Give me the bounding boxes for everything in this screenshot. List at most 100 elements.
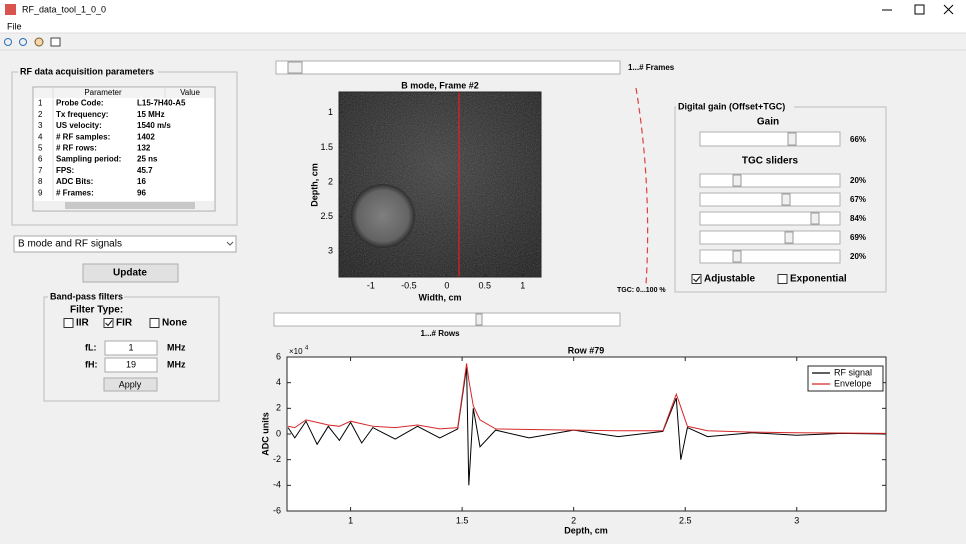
- gain-value: 66%: [850, 135, 866, 144]
- rows-slider[interactable]: [273, 312, 621, 327]
- tgc-label: TGC sliders: [742, 156, 799, 167]
- checkbox-label[interactable]: None: [162, 318, 187, 329]
- slider-thumb[interactable]: [787, 132, 797, 146]
- table-cell: 132: [137, 144, 151, 153]
- checkbox[interactable]: [63, 318, 74, 328]
- check-mark[interactable]: [693, 276, 701, 283]
- fh-value[interactable]: 19: [126, 359, 136, 369]
- bmode-axes: [338, 91, 542, 278]
- checkbox-label[interactable]: IIR: [76, 318, 90, 329]
- fh-unit: MHz: [167, 359, 186, 369]
- update-button[interactable]: [82, 263, 179, 283]
- fl-unit: MHz: [167, 342, 186, 352]
- slider-thumb[interactable]: [287, 61, 303, 74]
- table-cell: 15 MHz: [137, 110, 165, 119]
- zoom-in-tool[interactable]: [4, 38, 12, 46]
- table-cell: 25 ns: [137, 155, 158, 164]
- filters-panel: [43, 296, 220, 402]
- rf-y-label: ADC units: [260, 412, 270, 456]
- x-tick-label: 0: [444, 280, 449, 290]
- slider-thumb[interactable]: [732, 174, 742, 187]
- slider-thumb[interactable]: [810, 212, 820, 225]
- y-multiplier: ×10: [289, 347, 303, 356]
- table-cell: Tx frequency:: [56, 110, 108, 119]
- tgc-scale-label: TGC: 0...100 %: [617, 287, 666, 294]
- row-number: 6: [38, 155, 43, 164]
- checkbox[interactable]: [149, 318, 160, 328]
- table-body: Parameter Value 1 Probe Code: L15-7H40-A5 2 Tx…: [34, 88, 214, 200]
- y-tick-label: 1: [328, 107, 333, 117]
- row-number: 5: [38, 144, 43, 153]
- table-header: [34, 88, 214, 98]
- row-number: 9: [38, 188, 43, 197]
- panel-title-bg: [18, 67, 158, 77]
- panel-title: Digital gain (Offset+TGC): [678, 101, 785, 111]
- table-cell: 45.7: [137, 166, 153, 175]
- apply-button[interactable]: [103, 377, 158, 392]
- panel-title-bg: [676, 102, 794, 112]
- tgc-value: 84%: [850, 214, 866, 223]
- bmode-image: [339, 92, 541, 277]
- tgc-slider[interactable]: [699, 211, 841, 226]
- slider-thumb[interactable]: [781, 193, 791, 206]
- y-multiplier-exponent: 4: [305, 346, 309, 352]
- bmode-title: B mode, Frame #2: [401, 80, 479, 90]
- bmode-ticks: -1 -0.5 0 0.5 1 1 1.5 2 2.5 3: [320, 107, 525, 290]
- table-cell: Probe Code:: [56, 99, 104, 108]
- tgc-value: 69%: [850, 233, 866, 242]
- row-number: 2: [38, 110, 43, 119]
- row-number: 4: [38, 132, 43, 141]
- x-tick-label: 1: [520, 280, 525, 290]
- gain-slider[interactable]: [699, 131, 841, 147]
- tgc-slider[interactable]: [699, 173, 841, 188]
- x-tick-label: 0.5: [479, 280, 492, 290]
- fl-label: fL:: [85, 342, 97, 352]
- column-header: Parameter: [84, 88, 122, 97]
- bmode-speckle: [339, 92, 541, 277]
- checkbox-label[interactable]: Adjustable: [704, 274, 756, 285]
- checkbox[interactable]: [691, 274, 702, 284]
- zoom-out-tool[interactable]: [19, 38, 27, 46]
- maximize-button[interactable]: [914, 4, 925, 15]
- dropdown-value[interactable]: B mode and RF signals: [18, 239, 122, 250]
- data-cursor-tool[interactable]: [50, 37, 61, 47]
- pan-tool[interactable]: [34, 37, 44, 47]
- slider-thumb[interactable]: [475, 313, 483, 326]
- slider-thumb[interactable]: [732, 250, 742, 263]
- update-label[interactable]: Update: [113, 268, 147, 279]
- close-button[interactable]: [943, 4, 954, 15]
- check-mark[interactable]: [105, 320, 113, 327]
- y-tick-label: 0: [276, 428, 281, 438]
- app-icon: [5, 4, 16, 15]
- frames-slider[interactable]: [275, 60, 621, 75]
- fl-value[interactable]: 1: [128, 342, 133, 352]
- frames-slider-label: 1...# Frames: [628, 63, 675, 72]
- tgc-slider[interactable]: [699, 230, 841, 245]
- tgc-slider[interactable]: [699, 249, 841, 264]
- menu-file[interactable]: File: [7, 21, 22, 31]
- checkbox-label[interactable]: FIR: [116, 318, 133, 329]
- table-cell: 16: [137, 177, 146, 186]
- checkbox-label[interactable]: Exponential: [790, 274, 847, 285]
- checkbox[interactable]: [103, 318, 114, 328]
- tgc-sliders: 20% 67% 84% 69% 20%: [699, 173, 866, 264]
- row-number: 3: [38, 121, 43, 130]
- mode-dropdown[interactable]: [13, 235, 237, 253]
- tgc-slider[interactable]: [699, 192, 841, 207]
- checkbox[interactable]: [777, 274, 788, 284]
- dropdown-arrow[interactable]: [226, 241, 234, 246]
- panel-title: RF data acquisition parameters: [20, 66, 154, 76]
- menu-bar: [0, 20, 966, 33]
- filter-type-label: Filter Type:: [70, 305, 123, 316]
- fh-input[interactable]: [104, 357, 158, 373]
- apply-label[interactable]: Apply: [119, 379, 142, 389]
- fl-input[interactable]: [104, 340, 158, 356]
- panel-title-bg: [48, 292, 124, 302]
- slider-thumb[interactable]: [784, 231, 794, 244]
- table-cell: 1402: [137, 132, 155, 141]
- gain-label: Gain: [757, 117, 779, 128]
- tgc-curve: [635, 87, 649, 286]
- scroll-thumb[interactable]: [65, 202, 195, 209]
